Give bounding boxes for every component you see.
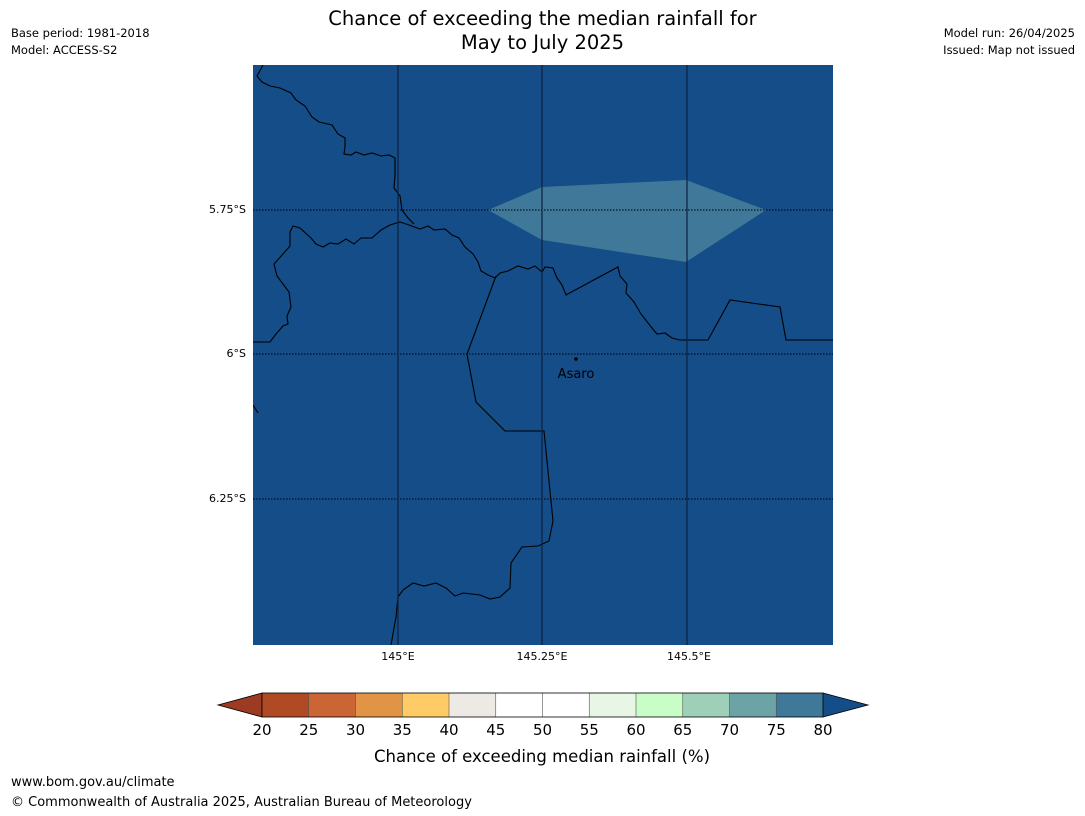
boundary-south: [390, 275, 554, 645]
metadata-right: Model run: 26/04/2025 Issued: Map not is…: [943, 25, 1075, 59]
colorbar-tick-label: 65: [673, 721, 692, 739]
colorbar-segment: [308, 693, 356, 717]
colorbar-segments: [262, 693, 824, 717]
colorbar-segment: [636, 693, 684, 717]
map-title: Chance of exceeding the median rainfall …: [0, 7, 1085, 55]
colorbar-tick-labels: 20 25 30 35 40 45 50 55 60 65 70 75 80: [252, 721, 832, 739]
lat-label-2: 6°S: [227, 347, 246, 360]
colorbar-segment: [682, 693, 730, 717]
colorbar-segment: [729, 693, 777, 717]
colorbar-segment: [495, 693, 543, 717]
latitude-gridlines: [253, 209, 833, 500]
longitude-gridlines: [397, 65, 688, 645]
boundary-central: [253, 221, 833, 343]
boundary-northwest: [256, 65, 415, 225]
base-period-text: Base period: 1981-2018: [11, 26, 150, 40]
boundary-edge-fragment: [253, 404, 259, 414]
colorbar-tick-label: 60: [626, 721, 645, 739]
colorbar-under-arrow: [216, 692, 263, 718]
colorbar-tick-label: 20: [252, 721, 271, 739]
colorbar-tick-label: 30: [346, 721, 365, 739]
colorbar-segment: [589, 693, 637, 717]
lat-label-3: 6.25°S: [209, 492, 246, 505]
colorbar-tick-label: 80: [813, 721, 832, 739]
model-run-text: Model run: 26/04/2025: [943, 26, 1075, 40]
colorbar: 20 25 30 35 40 45 50 55 60 65 70 75 80 Chance of exc…: [216, 692, 870, 766]
title-line-2: May to July 2025: [460, 31, 625, 54]
lon-label-1: 145°E: [381, 650, 414, 663]
colorbar-segment: [402, 693, 450, 717]
colorbar-tick-label: 40: [439, 721, 458, 739]
colorbar-segment: [542, 693, 590, 717]
issued-text: Issued: Map not issued: [943, 43, 1075, 57]
colorbar-tick-label: 45: [486, 721, 505, 739]
colorbar-tick-label: 75: [767, 721, 786, 739]
colorbar-label: Chance of exceeding median rainfall (%): [374, 747, 710, 766]
colorbar-tick-label: 35: [393, 721, 412, 739]
latitude-labels: 5.75°S 6°S 6.25°S: [209, 203, 246, 505]
lon-label-3: 145.5°E: [667, 650, 711, 663]
colorbar-tick-label: 70: [720, 721, 739, 739]
title-line-1: Chance of exceeding the median rainfall …: [328, 7, 757, 30]
longitude-labels: 145°E 145.25°E 145.5°E: [381, 650, 711, 663]
colorbar-frame: [261, 692, 824, 718]
province-boundaries: [253, 65, 833, 645]
colorbar-segment: [449, 693, 497, 717]
metadata-left: Base period: 1981-2018 Model: ACCESS-S2: [11, 25, 150, 59]
colorbar-segment: [776, 693, 824, 717]
footer-copyright: © Commonwealth of Australia 2025, Austra…: [11, 795, 472, 810]
colorbar-over-arrow: [822, 692, 870, 718]
colorbar-tick-label: 25: [299, 721, 318, 739]
place-label: Asaro: [558, 367, 595, 382]
colorbar-tick-label: 55: [580, 721, 599, 739]
lon-label-2: 145.25°E: [517, 650, 568, 663]
colorbar-segment: [262, 693, 310, 717]
place-marker-dot: [574, 357, 578, 361]
footer-url: www.bom.gov.au/climate: [11, 775, 175, 790]
colorbar-tick-label: 50: [533, 721, 552, 739]
lat-label-1: 5.75°S: [209, 203, 246, 216]
map-background-80pct: [253, 65, 833, 645]
probability-area-75pct: [488, 180, 766, 262]
colorbar-segment: [355, 693, 403, 717]
model-text: Model: ACCESS-S2: [11, 43, 118, 57]
